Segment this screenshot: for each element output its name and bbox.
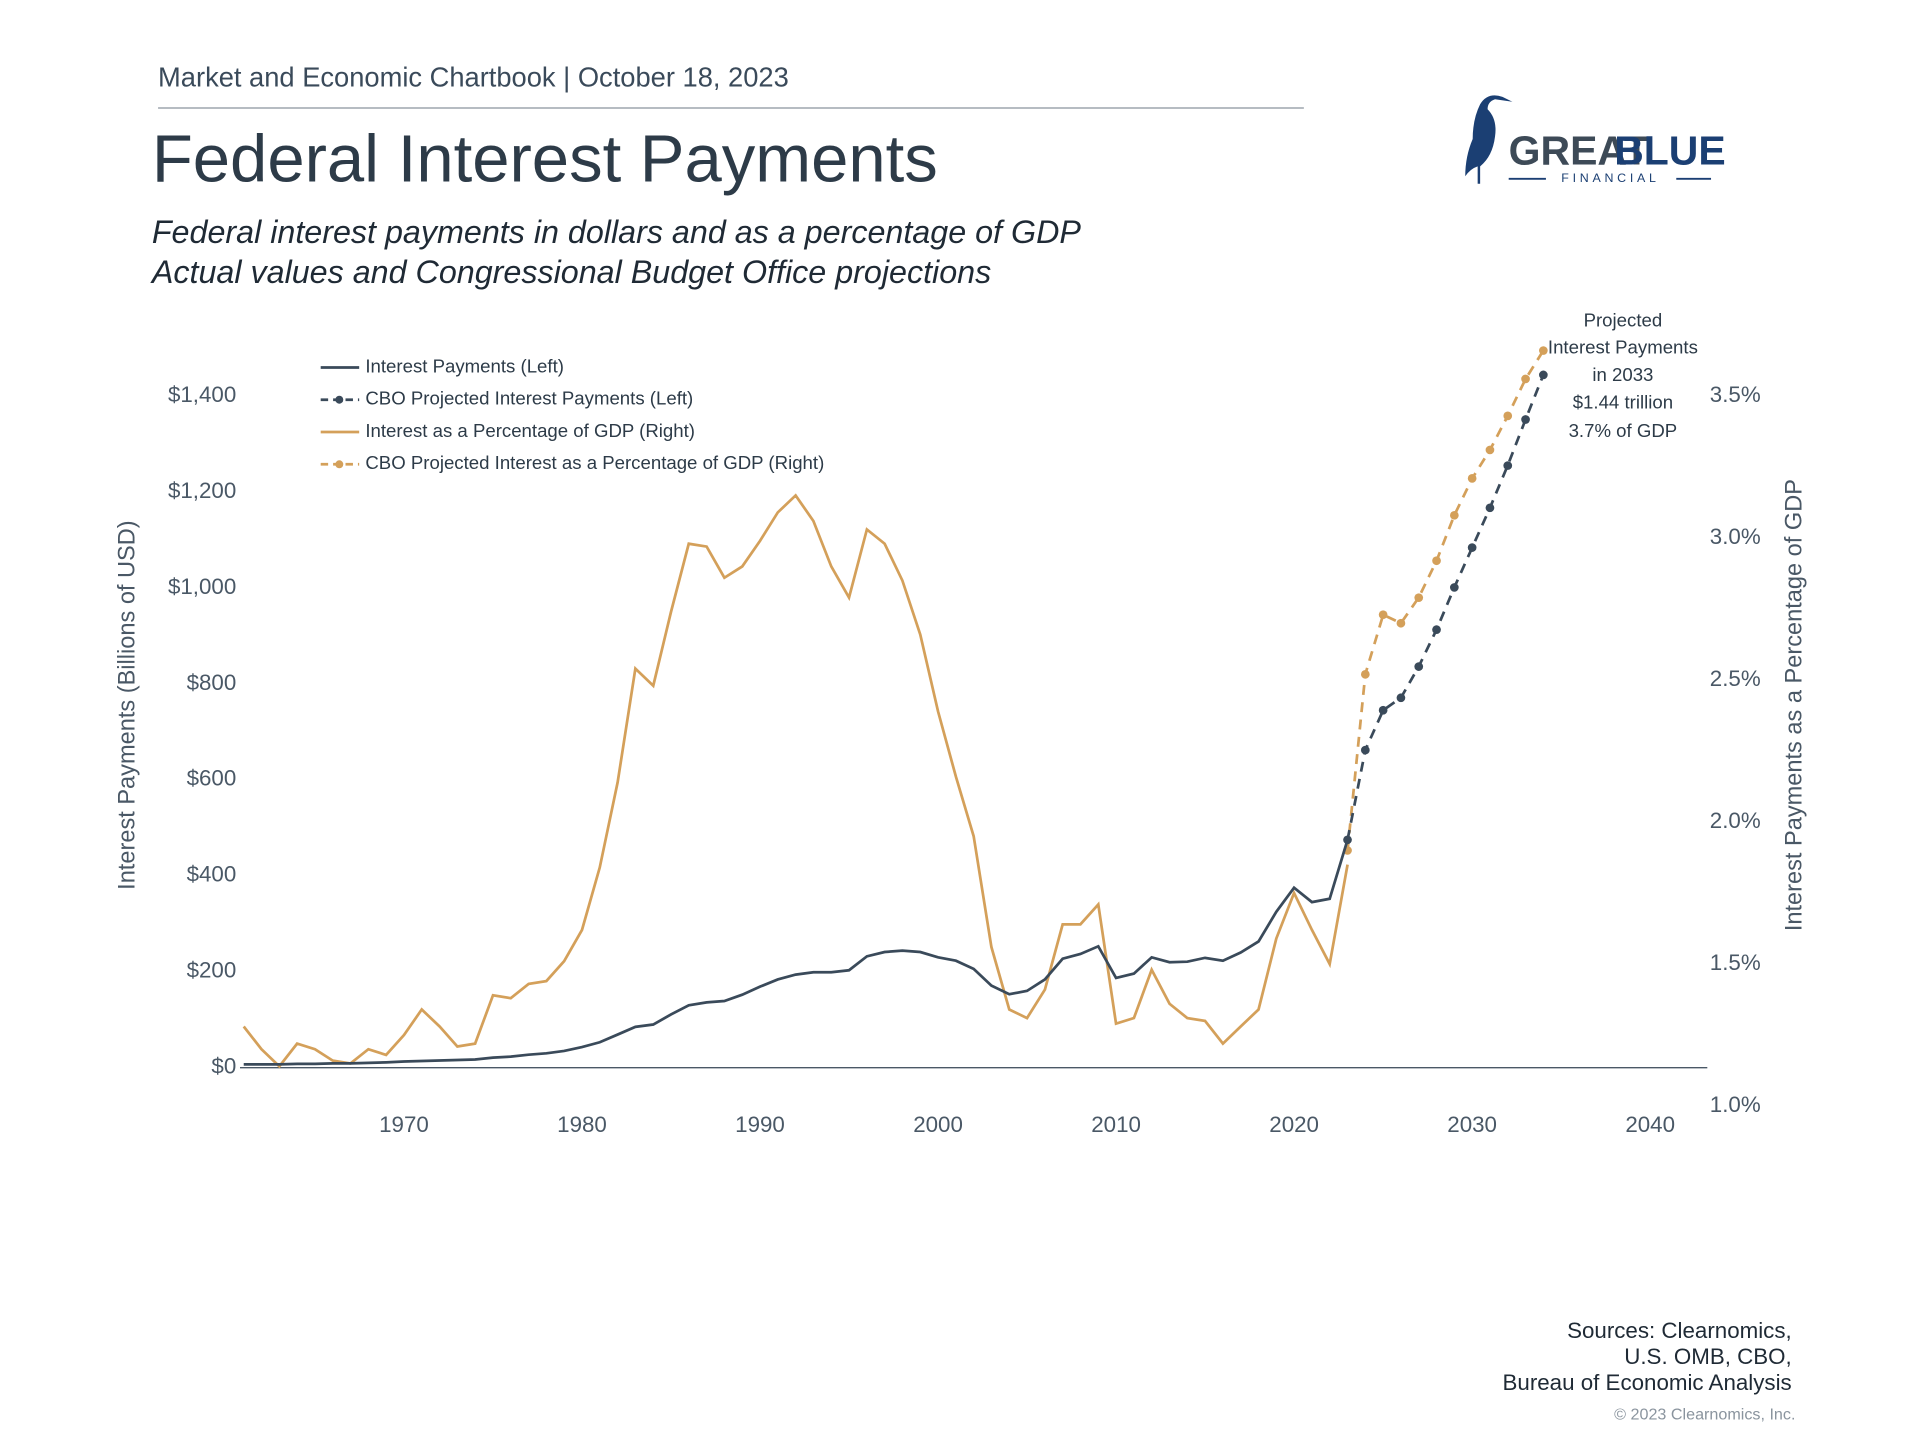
series-point (1432, 625, 1441, 634)
series-line (242, 493, 1349, 1069)
x-tick-label: 1990 (735, 1112, 785, 1137)
series-point (1360, 670, 1370, 679)
y2-tick-label: 3.5% (1710, 382, 1761, 407)
series-point (1360, 745, 1370, 755)
series-line (243, 839, 1349, 1066)
series-point (1539, 370, 1548, 380)
series-point (1521, 415, 1530, 424)
legend-marker (335, 460, 344, 469)
series-point (1449, 583, 1459, 592)
annotation-line: 3.7% of GDP (1569, 420, 1678, 441)
annotation-line: Projected (1584, 309, 1663, 330)
y2-axis-label: Interest Payments as a Percentage of GDP (1781, 479, 1807, 931)
y2-tick-label: 1.5% (1710, 950, 1761, 975)
series-point (1539, 346, 1548, 355)
series-point (1396, 693, 1406, 703)
series-line (1346, 374, 1545, 841)
y-tick-label: $1,000 (168, 574, 236, 599)
annotation-line: Interest Payments (1548, 337, 1698, 358)
y-tick-label: $200 (187, 958, 237, 983)
legend-label: Interest Payments (Left) (365, 355, 564, 376)
series-point (1414, 593, 1424, 603)
y-tick-label: $1,400 (168, 382, 236, 407)
x-tick-label: 1980 (557, 1112, 607, 1137)
series-point (1467, 543, 1477, 552)
legend-label: Interest as a Percentage of GDP (Right) (365, 420, 695, 441)
subtitle: Federal interest payments in dollars and… (152, 214, 1082, 250)
y2-tick-label: 1.0% (1710, 1092, 1761, 1117)
source: Bureau of Economic Analysis (1503, 1370, 1792, 1395)
logo-tagline: FINANCIAL (1561, 171, 1659, 185)
y-axis-label: Interest Payments (Billions of USD) (114, 520, 140, 890)
series-point (1467, 474, 1477, 483)
annotation-line: in 2033 (1592, 364, 1653, 385)
x-tick-label: 2000 (913, 1112, 963, 1137)
series-point (1503, 411, 1513, 421)
series-point (1485, 445, 1495, 455)
chart-title: Federal Interest Payments (152, 122, 938, 197)
logo-heron (1465, 95, 1513, 184)
copyright: © 2023 Clearnomics, Inc. (1614, 1405, 1795, 1423)
x-tick-label: 2020 (1269, 1112, 1319, 1137)
series-point (1449, 510, 1459, 520)
subtitle: Actual values and Congressional Budget O… (150, 254, 991, 290)
logo: GREAT BLUE FINANCIAL (1465, 95, 1726, 185)
x-tick-label: 2040 (1625, 1112, 1675, 1137)
y-tick-label: $800 (187, 670, 237, 695)
series-point (1378, 705, 1388, 715)
series-line (1346, 349, 1545, 851)
y2-tick-label: 2.5% (1710, 666, 1761, 691)
y-tick-label: $1,200 (168, 478, 236, 503)
legend-marker (335, 395, 344, 404)
legend-label: CBO Projected Interest Payments (Left) (365, 388, 693, 409)
annotation-line: $1.44 trillion (1573, 391, 1673, 412)
x-tick-label: 1970 (379, 1112, 429, 1137)
logo-text: BLUE (1614, 128, 1725, 174)
series-point (1521, 374, 1530, 384)
x-tick-label: 2030 (1447, 1112, 1497, 1137)
series-point (1414, 662, 1424, 671)
y2-tick-label: 2.0% (1710, 808, 1761, 833)
series-point (1343, 835, 1352, 845)
series-point (1396, 618, 1406, 628)
source: Sources: Clearnomics, (1567, 1318, 1792, 1343)
series-point (1485, 503, 1495, 513)
legend-label: CBO Projected Interest as a Percentage o… (365, 452, 824, 473)
y-tick-label: $400 (187, 862, 237, 887)
series-point (1503, 461, 1513, 470)
logo-text: GREAT (1509, 128, 1649, 174)
y-tick-label: $0 (211, 1054, 236, 1079)
x-tick-label: 2010 (1091, 1112, 1141, 1137)
y-tick-label: $600 (187, 766, 237, 791)
series-point (1432, 556, 1441, 566)
y2-tick-label: 3.0% (1710, 524, 1761, 549)
series-point (1378, 610, 1388, 620)
source: U.S. OMB, CBO, (1624, 1344, 1791, 1369)
annotation: Projected Interest Payments in 2033 $1.4… (1548, 309, 1698, 440)
header: Market and Economic Chartbook | October … (158, 62, 789, 93)
